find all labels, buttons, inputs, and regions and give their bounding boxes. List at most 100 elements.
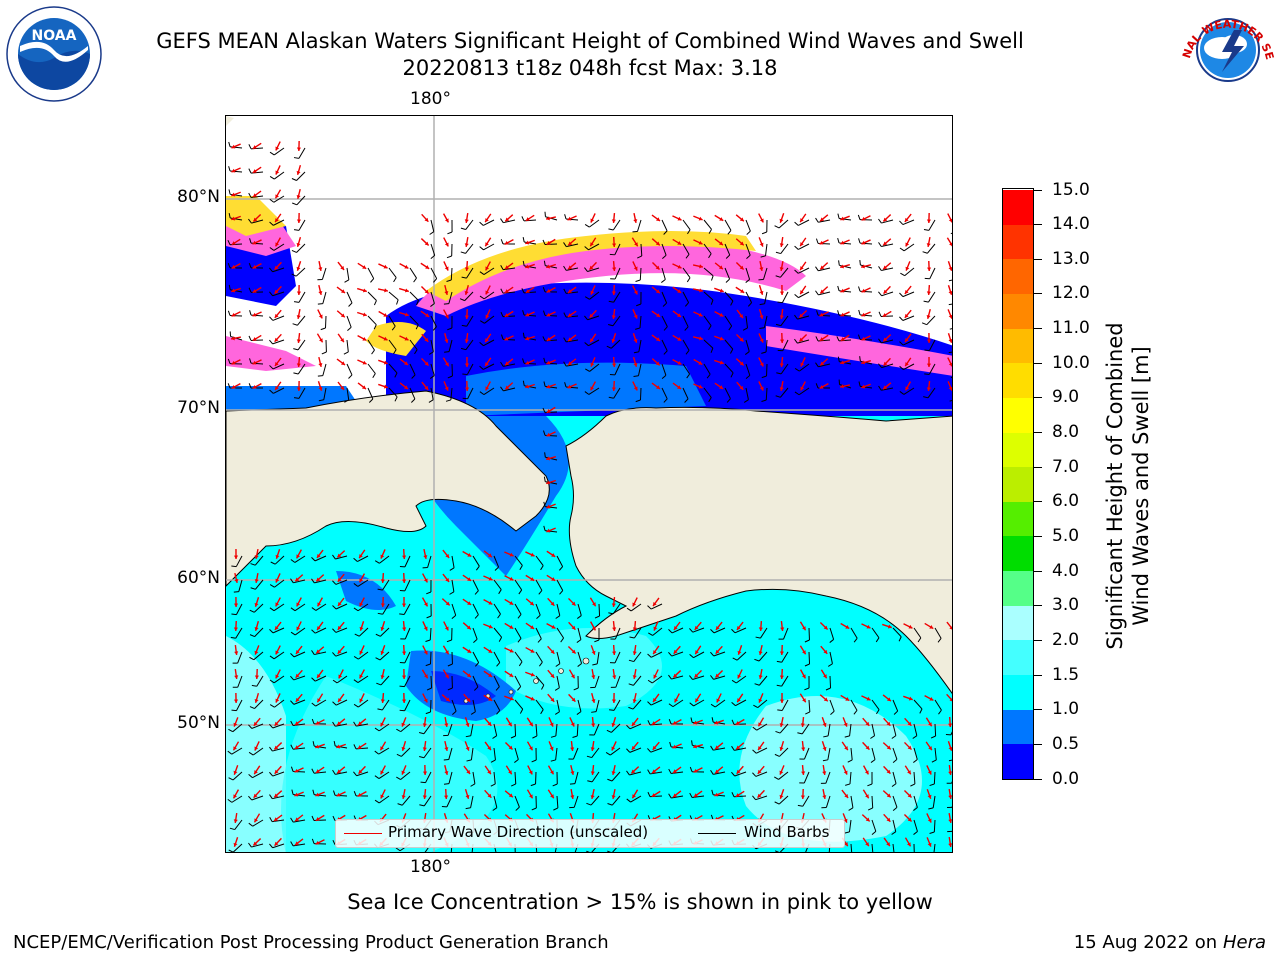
wind-barb-feather	[752, 772, 757, 777]
wind-barb	[296, 315, 306, 326]
wave-direction-arrowhead	[715, 649, 720, 654]
sea-ice-pink	[226, 336, 316, 371]
wind-barb	[346, 339, 349, 352]
wind-barb-feather	[950, 376, 952, 379]
wind-barb-feather	[836, 336, 840, 342]
wave-direction-arrowhead	[844, 842, 848, 847]
wind-barb	[335, 555, 348, 560]
wave-direction-arrowhead	[571, 601, 576, 606]
wind-barb-feather	[443, 303, 449, 305]
wind-barb-feather	[731, 771, 736, 777]
wind-barb	[493, 771, 496, 784]
wind-barb-feather	[607, 850, 612, 852]
wave-direction-arrowhead	[485, 362, 489, 367]
wind-barb-feather	[517, 686, 522, 691]
wind-barb	[514, 723, 517, 737]
wind-barb-feather	[663, 230, 668, 235]
wind-barb	[881, 291, 894, 297]
wind-barb	[367, 291, 377, 301]
wind-barb-feather	[474, 662, 480, 667]
wind-barb-feather	[837, 285, 840, 291]
wind-barb-feather	[608, 228, 614, 231]
wind-barb	[892, 771, 897, 784]
wave-direction-arrowhead	[949, 626, 952, 630]
wave-direction-arrowhead	[546, 360, 551, 365]
wave-direction-arrowhead	[694, 673, 699, 678]
wind-barb-feather	[917, 637, 922, 643]
wind-barb-feather	[776, 372, 782, 375]
colorbar-tick-mark	[1034, 189, 1042, 191]
wind-barb-feather	[858, 238, 861, 244]
wave-direction-arrowhead	[254, 626, 259, 631]
wind-barb-feather	[542, 336, 546, 342]
wind-barb	[798, 267, 810, 274]
wave-direction-arrowhead	[444, 291, 449, 295]
wind-barb	[293, 819, 306, 823]
wind-barb-feather	[591, 711, 597, 713]
wind-barb-feather	[445, 399, 451, 402]
wind-barb-feather	[248, 144, 252, 150]
wind-barb-feather	[725, 254, 731, 259]
wind-barb	[850, 843, 853, 852]
wave-direction-arrowhead	[928, 746, 932, 751]
wind-barb-feather	[710, 745, 714, 751]
lon-label-bottom: 180°	[410, 857, 451, 877]
colorbar-tick-label: 6.0	[1052, 491, 1080, 512]
wind-barb-feather	[348, 374, 353, 379]
wind-barb-feather	[878, 218, 882, 224]
wind-barb-feather	[857, 214, 861, 220]
wind-barb-feather	[867, 807, 873, 811]
wave-direction-arrowhead	[357, 792, 362, 797]
wave-direction-arrowhead	[485, 386, 490, 391]
wind-barb-feather	[552, 783, 558, 787]
wind-barb	[651, 675, 663, 684]
wind-barb-feather	[269, 629, 274, 634]
wind-barb-feather	[951, 257, 952, 258]
wind-barb	[465, 339, 474, 350]
wave-direction-arrowhead	[424, 217, 429, 222]
wave-direction-arrowhead	[318, 363, 323, 367]
wave-direction-arrowhead	[444, 386, 449, 391]
wind-barb-feather	[913, 759, 918, 763]
wind-barb-feather	[311, 578, 315, 584]
footer-host: Hera	[1222, 932, 1266, 953]
wind-barb	[614, 627, 621, 640]
wind-barb-feather	[560, 637, 564, 643]
wave-direction-arrowhead	[422, 771, 428, 775]
wave-direction-arrowhead	[590, 771, 595, 775]
wind-barb	[446, 795, 453, 808]
wave-direction-arrowhead	[612, 627, 617, 631]
wind-barb-feather	[929, 831, 935, 835]
wind-barb-feather	[626, 724, 631, 730]
wave-direction-arrowhead	[444, 747, 449, 751]
wind-barb	[252, 747, 264, 756]
wave-direction-arrowhead	[445, 362, 449, 367]
wind-barb-feather	[447, 231, 453, 235]
wind-barb	[400, 771, 411, 780]
wind-barb	[577, 651, 583, 664]
wind-barb-feather	[922, 251, 928, 254]
wind-barb	[736, 651, 747, 661]
wave-direction-arrowhead	[759, 362, 764, 367]
wind-barb-feather	[725, 278, 730, 283]
wind-barb	[734, 747, 747, 751]
wave-direction-arrowhead	[488, 624, 493, 629]
wind-barb-feather	[804, 639, 810, 643]
wind-barb-feather	[931, 759, 937, 763]
wind-barb	[238, 579, 243, 592]
wind-barb	[466, 315, 474, 327]
wind-barb	[237, 651, 243, 664]
wave-direction-arrowhead	[424, 674, 428, 679]
wind-barb	[928, 363, 936, 375]
wave-direction-arrowhead	[926, 243, 931, 247]
wind-barb-feather	[311, 718, 315, 724]
wind-barb-feather	[584, 296, 590, 300]
wave-direction-arrowhead	[715, 673, 720, 678]
colorbar-tick-label: 3.0	[1052, 595, 1080, 616]
wind-barb-feather	[474, 590, 479, 595]
wave-direction-arrowhead	[905, 242, 910, 247]
wave-direction-arrowhead	[633, 266, 638, 271]
wave-direction-arrowhead	[611, 291, 616, 295]
land-siberia	[226, 390, 550, 587]
wave-direction-arrowhead	[423, 650, 428, 655]
